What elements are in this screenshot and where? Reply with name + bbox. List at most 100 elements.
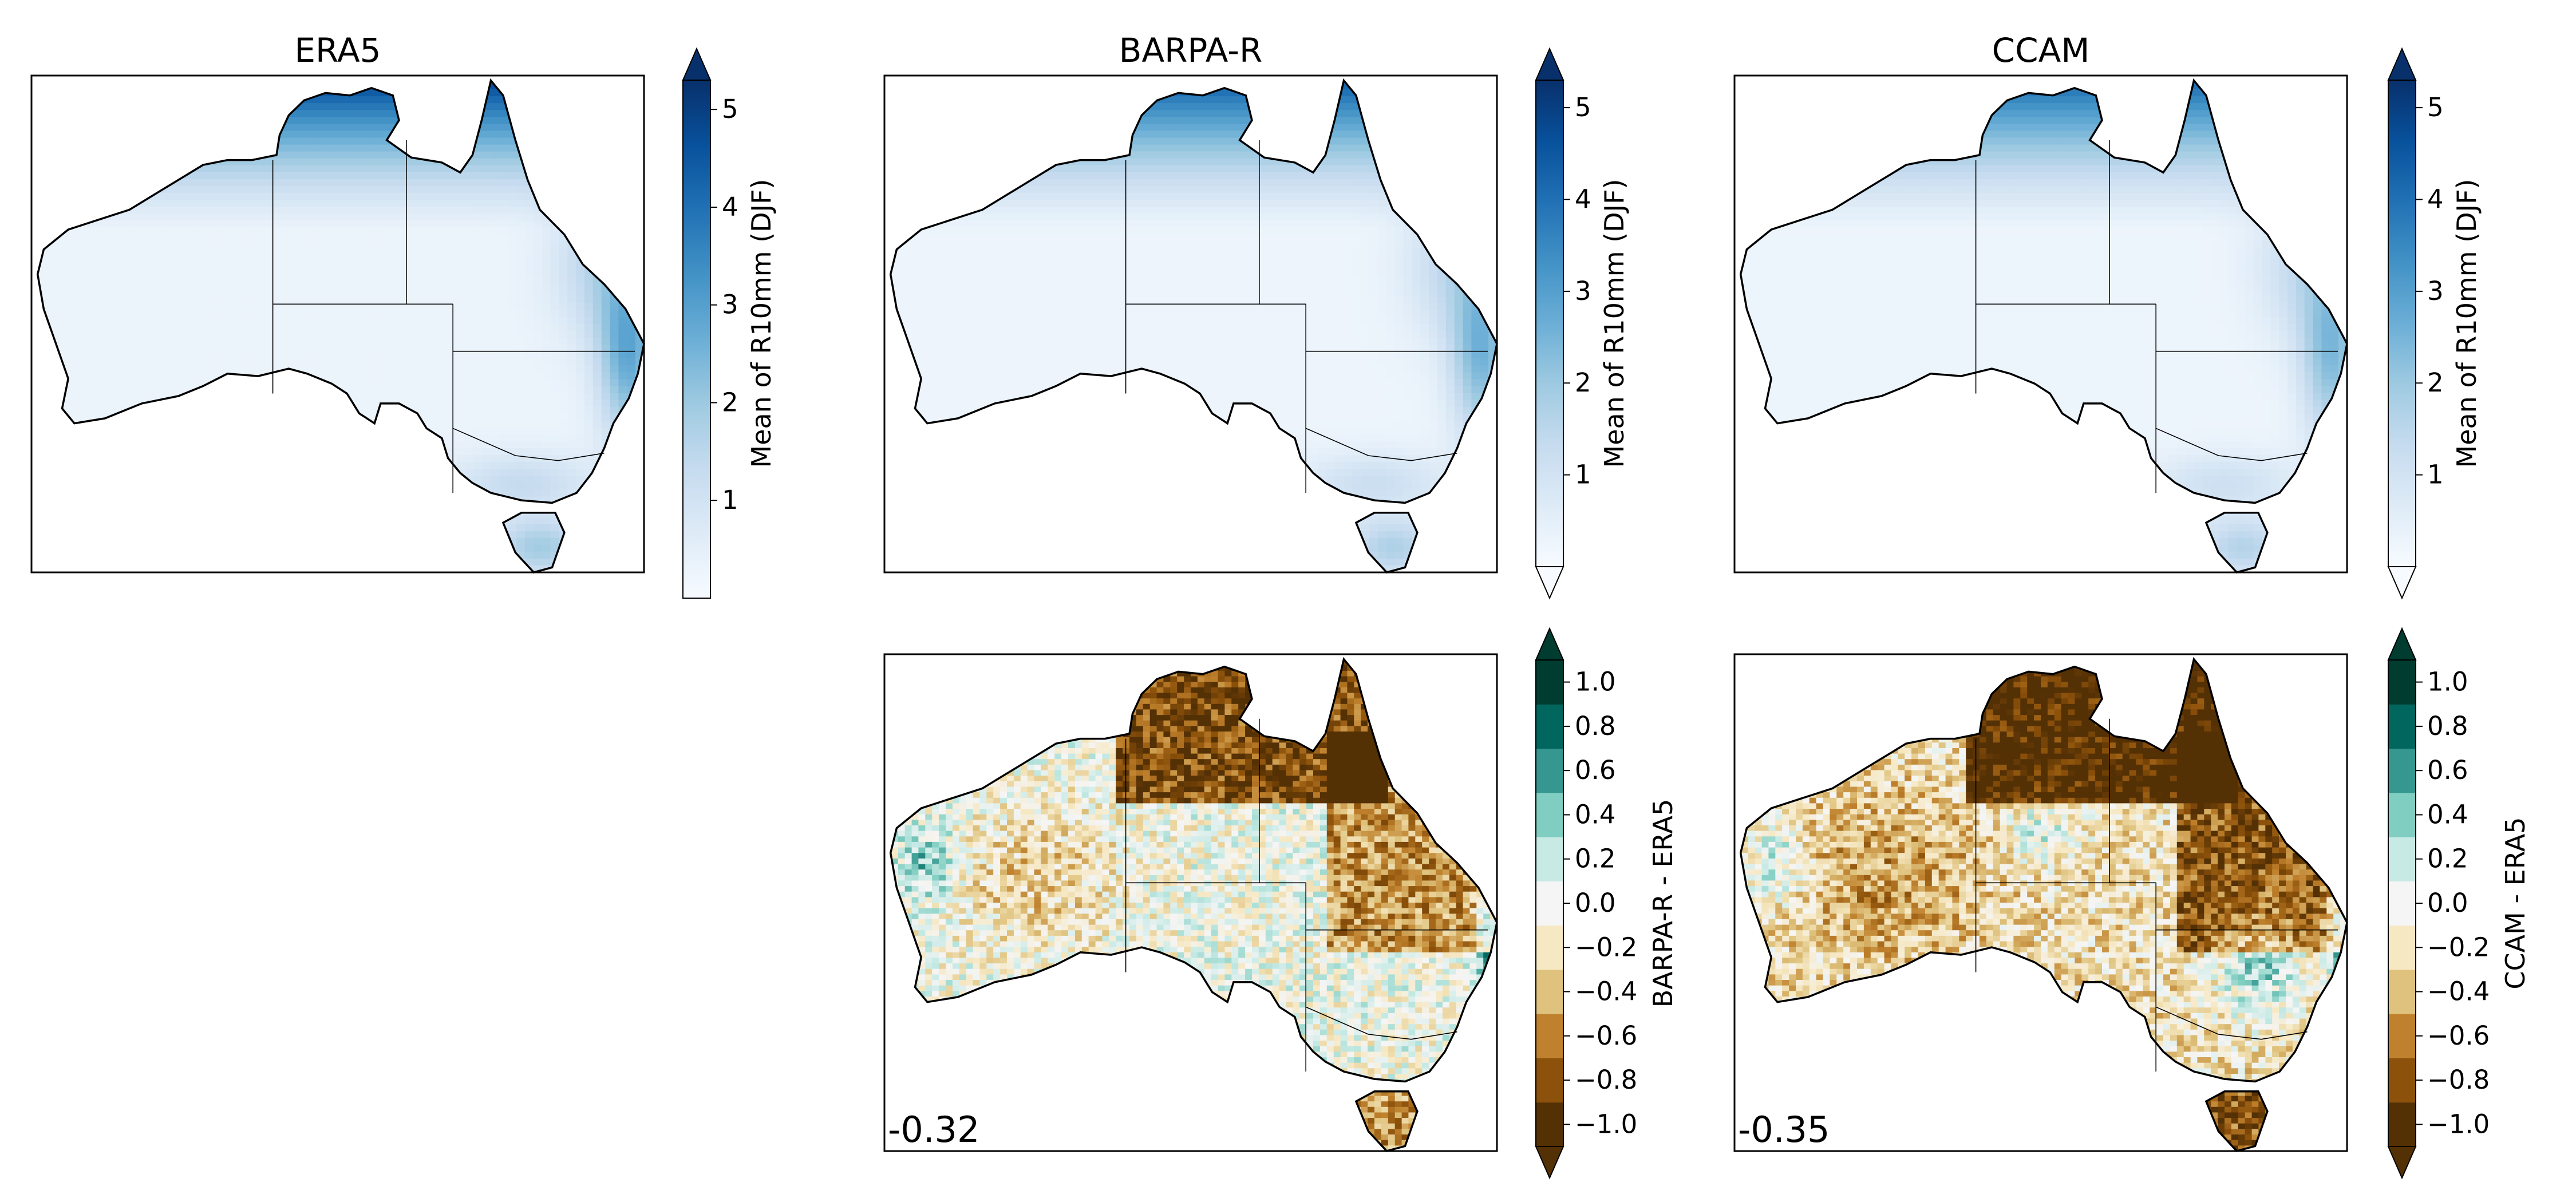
colorbar-tick-label: −0.4 — [1575, 976, 1637, 1007]
panel-annotation-barpa: -0.32 — [888, 1109, 979, 1150]
colorbar-label: CCAM - ERA5 — [2500, 817, 2531, 989]
colorbar-segment — [2388, 1058, 2416, 1103]
colorbar-tick-label: 0.0 — [1575, 888, 1616, 918]
colorbar-tick-label: 3 — [2427, 276, 2444, 306]
colorbar-tick-label: 3 — [722, 290, 738, 320]
colorbar-tick-label: 1.0 — [1575, 667, 1616, 697]
colorbar-barpa: 1 2 3 4 5 Mean of R10mm (DJF) — [1535, 47, 1630, 600]
colorbar-segment — [1536, 660, 1563, 705]
colorbar-segment — [1536, 925, 1563, 970]
colorbar-tick-label: 0.0 — [2427, 888, 2468, 918]
colorbar-label: Mean of R10mm (DJF) — [746, 179, 777, 468]
colorbar-tick-label: 3 — [1575, 276, 1591, 306]
colorbar-tick-label: −1.0 — [1575, 1109, 1637, 1139]
map-frame — [883, 653, 1498, 1152]
map-panel-era5: ERA5 — [30, 31, 645, 574]
colorbar-extend-max — [2387, 47, 2417, 81]
colorbar-gradient — [683, 80, 710, 598]
state-border — [1305, 1006, 1457, 1040]
colorbar-tick-label: −0.2 — [1575, 932, 1637, 962]
colorbar-tick-label: −0.8 — [1575, 1065, 1637, 1095]
colorbar-ccam: 1 2 3 4 5 Mean of R10mm (DJF) — [2387, 47, 2482, 600]
state-border — [1305, 428, 1457, 461]
colorbar-segment — [2388, 748, 2416, 793]
coastline-tasmania — [501, 512, 566, 574]
colorbar-tick-label: 4 — [2427, 184, 2444, 215]
colorbar-tick-label: 5 — [722, 94, 738, 124]
colorbar-segment — [2388, 704, 2416, 749]
colorbar-extend-max — [1535, 627, 1564, 661]
state-border — [2155, 1006, 2308, 1040]
colorbar-tick-label: 5 — [1575, 92, 1591, 122]
colorbar-tick-label: 2 — [2427, 367, 2444, 398]
colorbar-tick-label: 4 — [722, 192, 738, 222]
map-panel-ccam: CCAM — [1733, 31, 2348, 574]
colorbar-extend-min — [1535, 1146, 1564, 1180]
map-frame — [30, 74, 645, 574]
colorbar-tick-label: 0.4 — [1575, 800, 1616, 830]
colorbar-frame — [682, 80, 711, 599]
coastline — [36, 78, 645, 504]
colorbar-extend-min — [1535, 566, 1564, 600]
state-border — [2155, 428, 2308, 461]
coastline — [1739, 78, 2348, 504]
map-panel-ccam-diff: -0.35 — [1733, 653, 2348, 1152]
colorbar-segment — [2388, 1102, 2416, 1147]
coastline-tasmania — [1354, 1090, 1419, 1152]
colorbar-extend-min — [2387, 566, 2417, 600]
colorbar-tick-label: 1 — [2427, 460, 2444, 490]
colorbar-segment — [2388, 881, 2416, 926]
coastline-tasmania — [2204, 512, 2269, 574]
colorbar-tick-label: 1 — [722, 485, 738, 515]
map-frame — [1733, 653, 2348, 1152]
coastline-tasmania — [2204, 1090, 2269, 1152]
state-border — [452, 428, 605, 461]
colorbar-segment — [2388, 925, 2416, 970]
colorbar-segment — [1536, 748, 1563, 793]
colorbar-extend-min — [2387, 1146, 2417, 1180]
colorbar-segment — [1536, 881, 1563, 926]
colorbar-barpa-diff: −1.0 −0.8 −0.6 −0.4 −0.2 0.0 0.2 0.4 0.6 0.8 1.0 BA… — [1535, 627, 1678, 1180]
coastline — [889, 657, 1498, 1083]
colorbar-segment — [2388, 792, 2416, 837]
colorbar-tick-label: 1.0 — [2427, 667, 2468, 697]
coastline — [889, 78, 1498, 504]
coastline — [1739, 657, 2348, 1083]
colorbar-tick-label: 0.2 — [2427, 844, 2468, 874]
colorbar-segment — [1536, 704, 1563, 749]
colorbar-segment — [1536, 1014, 1563, 1058]
colorbar-tick-label: 4 — [1575, 184, 1591, 215]
colorbar-tick-label: 2 — [1575, 367, 1591, 398]
colorbar-tick-label: −0.8 — [2427, 1065, 2490, 1095]
coastline-tasmania — [1354, 512, 1419, 574]
colorbar-segment — [2388, 837, 2416, 881]
colorbar-tick-label: 0.2 — [1575, 844, 1616, 874]
colorbar-segment — [1536, 1102, 1563, 1147]
colorbar-segment — [1536, 837, 1563, 881]
colorbar-tick-label: −0.4 — [2427, 976, 2490, 1007]
colorbar-extend-max — [1535, 47, 1564, 81]
colorbar-frame — [2388, 80, 2416, 567]
colorbar-tick-label: −0.6 — [1575, 1021, 1637, 1051]
colorbar-tick-label: −0.2 — [2427, 932, 2490, 962]
colorbar-tick-label: −0.6 — [2427, 1021, 2490, 1051]
colorbar-era5: 1 2 3 4 5 Mean of R10mm (DJF) — [682, 47, 777, 599]
colorbar-label: BARPA-R - ERA5 — [1647, 799, 1678, 1008]
colorbar-tick-label: −1.0 — [2427, 1109, 2490, 1139]
colorbar-extend-max — [2387, 627, 2417, 661]
colorbar-segment — [1536, 1058, 1563, 1103]
colorbar-tick-label: 0.4 — [2427, 800, 2468, 830]
map-frame — [883, 74, 1498, 574]
colorbar-ccam-diff: −1.0 −0.8 −0.6 −0.4 −0.2 0.0 0.2 0.4 0.6 0.8 1.0 CC… — [2387, 627, 2531, 1180]
map-panel-barpa: BARPA-R — [883, 31, 1498, 574]
colorbar-segment — [2388, 1014, 2416, 1058]
colorbar-segment — [1536, 792, 1563, 837]
colorbar-frame — [1535, 80, 1564, 567]
colorbar-tick-label: 0.6 — [1575, 755, 1616, 785]
colorbar-tick-label: 0.6 — [2427, 755, 2468, 785]
colorbar-tick-label: 2 — [722, 388, 738, 418]
colorbar-label: Mean of R10mm (DJF) — [2451, 179, 2482, 468]
colorbar-tick-label: 5 — [2427, 92, 2444, 122]
colorbar-tick-label: 0.8 — [2427, 711, 2468, 741]
